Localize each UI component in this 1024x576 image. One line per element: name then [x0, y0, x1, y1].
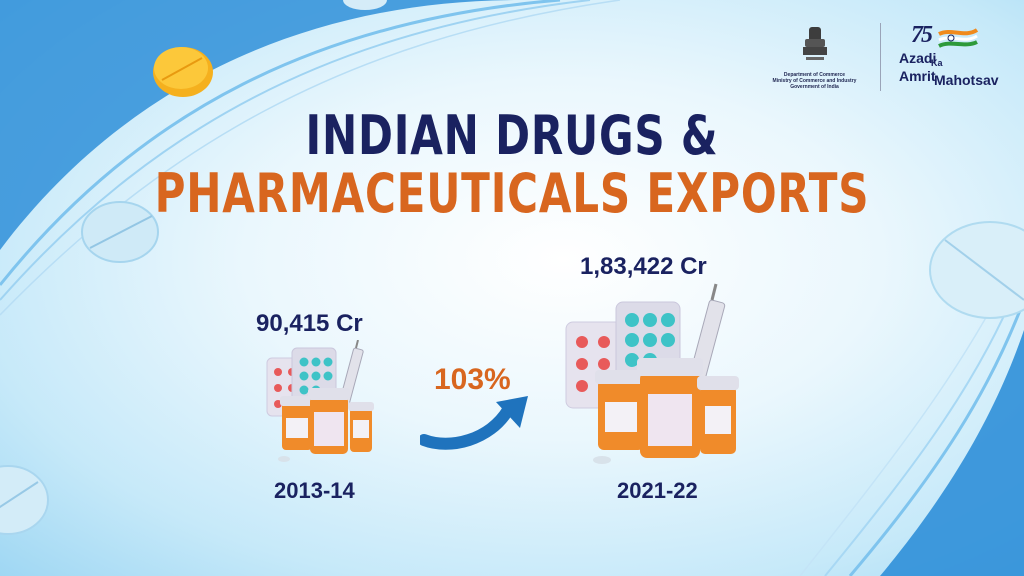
pill-icon-bottom-left — [0, 465, 49, 535]
medicine-bottle-icon — [595, 358, 739, 458]
pill-icon-left — [81, 201, 159, 263]
pill-icon-right — [929, 221, 1024, 319]
medicine-bottle-icon — [280, 388, 374, 454]
flag-swoosh-icon — [938, 28, 979, 48]
medicine-illustration-small — [266, 340, 374, 462]
medicine-illustration-large — [565, 283, 739, 464]
growth-percentage: 103% — [434, 363, 511, 396]
emblem-line: Government of India — [790, 83, 839, 90]
export-value-2021-22: 1,83,422 Cr — [580, 253, 707, 280]
export-value-2013-14: 90,415 Cr — [256, 310, 363, 337]
growth-arrow-icon — [420, 396, 528, 450]
emblem-line: Department of Commerce — [783, 71, 846, 78]
emblem-line: Ministry of Commerce and Industry — [772, 77, 857, 84]
logo-word: Mahotsav — [934, 72, 999, 88]
pill-icon-top — [343, 0, 387, 10]
azadi-ka-amrit-mahotsav-logo: 75 Azadi Ka Amrit Mahotsav — [899, 22, 999, 92]
national-emblem-icon — [802, 26, 827, 60]
title-line-1: INDIAN DRUGS & — [305, 104, 719, 167]
year-label-2021-22: 2021-22 — [617, 478, 698, 503]
header-logos: Department of Commerce Ministry of Comme… — [767, 22, 999, 92]
emblem-caption: Department of Commerce Ministry of Comme… — [767, 72, 862, 90]
title-line-2: PHARMACEUTICALS EXPORTS — [154, 162, 870, 225]
logo-word: Ka — [931, 58, 943, 68]
logo-word: Azadi — [899, 50, 937, 66]
logo-word: Amrit — [899, 68, 936, 84]
logo-number: 75 — [911, 22, 933, 48]
year-label-2013-14: 2013-14 — [274, 478, 355, 503]
logo-divider — [880, 23, 881, 91]
govt-emblem-block: Department of Commerce Ministry of Comme… — [767, 25, 862, 90]
orange-pill-icon — [153, 47, 213, 97]
